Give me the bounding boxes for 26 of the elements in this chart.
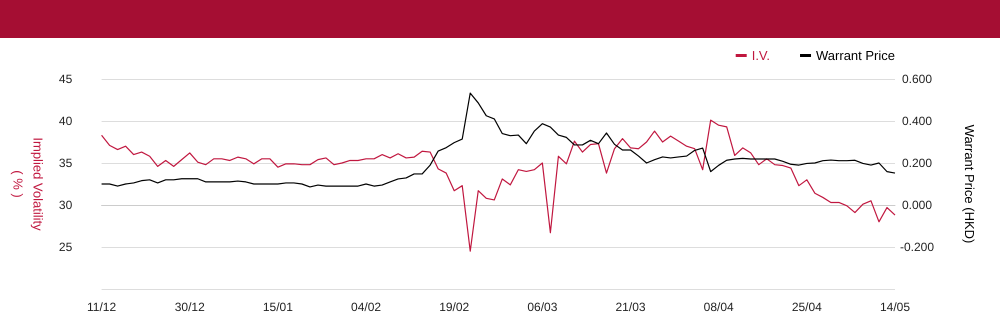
x-tick-label: 14/05	[880, 300, 910, 314]
legend-label: I.V.	[752, 48, 770, 63]
y-tick-label: 30	[58, 198, 73, 212]
x-tick-label: 25/04	[792, 300, 822, 314]
y-tick-label: 35	[58, 156, 73, 170]
x-tick-label: 08/04	[704, 300, 734, 314]
x-tick-label: 04/02	[351, 300, 382, 314]
line-series	[100, 92, 896, 188]
legend-label: Warrant Price	[816, 48, 896, 63]
line-series	[100, 120, 896, 252]
x-tick-label: 15/01	[262, 300, 294, 314]
y2-tick-label: 0.400	[902, 114, 932, 128]
x-tick-label: 19/02	[439, 300, 470, 314]
x-tick-label: 06/03	[527, 300, 558, 314]
y2-tick-label: 0.600	[902, 72, 932, 86]
y2-tick-label: 0.000	[902, 198, 932, 212]
y2-axis-title: Warrant Price (HKD)	[962, 124, 977, 244]
y-tick-label: 40	[58, 114, 73, 128]
x-tick-label: 21/03	[616, 300, 646, 314]
x-tick-label: 11/12	[87, 300, 116, 314]
y2-tick-label: 0.200	[902, 156, 932, 170]
y-tick-label: 25	[58, 240, 73, 254]
y-tick-label: 45	[58, 72, 73, 86]
y-axis-title: Implied Volatility ( % )	[10, 137, 46, 232]
x-tick-label: 30/12	[174, 300, 206, 314]
y2-tick-label: -0.200	[900, 240, 934, 254]
